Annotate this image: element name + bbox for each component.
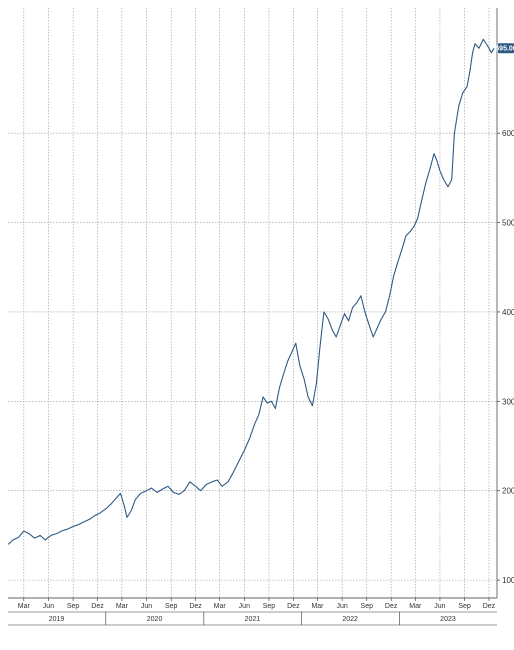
last-value-badge [498,43,514,54]
y-tick-label: 600 [502,129,514,138]
x-tick-label: Sep [165,603,178,610]
x-tick-label: Dez [287,603,300,610]
x-tick-label: Dez [189,603,202,610]
x-tick-label: Mar [18,603,31,610]
year-label: 2021 [245,616,261,623]
x-tick-label: Jun [434,603,445,610]
x-tick-label: Mar [116,603,129,610]
y-tick-label: 100 [502,576,514,585]
year-label: 2022 [342,616,358,623]
y-tick-label: 200 [502,487,514,496]
x-axis: Mar Jun Sep Dez Mar Jun Sep Dez Mar Jun Sep Dez Mar J… [8,597,497,626]
x-tick-label: Mar [214,603,227,610]
y-axis: 100 200 300 400 500 600 [496,8,514,598]
y-tick-label: 500 [502,219,514,228]
grid [8,8,497,598]
last-value-label-group: 695.00 [495,43,514,54]
x-tick-label: Dez [91,603,104,610]
x-tick-label: Jun [141,603,152,610]
x-tick-label: Sep [67,603,80,610]
year-label: 2019 [49,616,65,623]
y-tick-label: 300 [502,397,514,406]
x-tick-label: Dez [483,603,496,610]
x-tick-label: Dez [385,603,398,610]
year-label: 2020 [147,616,163,623]
x-tick-label: Sep [458,603,471,610]
x-tick-label: Jun [336,603,347,610]
year-label: 2023 [440,616,456,623]
x-tick-label: Mar [311,603,324,610]
y-tick-label: 400 [502,308,514,317]
last-value-label: 695.00 [495,46,514,53]
x-tick-label: Mar [409,603,422,610]
series-layer [7,38,495,545]
x-tick-label: Sep [263,603,276,610]
series-line [7,38,495,545]
x-tick-label: Jun [239,603,250,610]
x-tick-label: Sep [361,603,374,610]
x-tick-label: Jun [43,603,54,610]
